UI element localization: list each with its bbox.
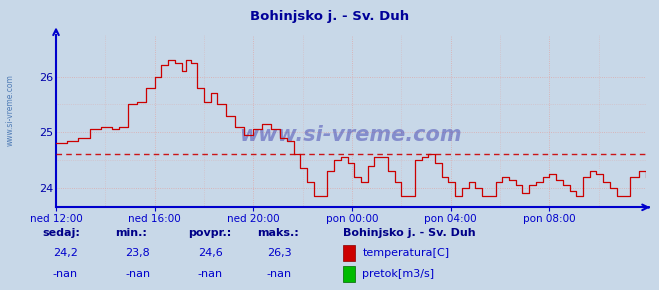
Text: 26,3: 26,3 (267, 248, 291, 258)
Text: -nan: -nan (267, 269, 292, 279)
Text: -nan: -nan (125, 269, 150, 279)
Text: -nan: -nan (53, 269, 78, 279)
Text: sedaj:: sedaj: (43, 229, 80, 238)
Text: www.si-vreme.com: www.si-vreme.com (240, 125, 462, 145)
Text: -nan: -nan (198, 269, 223, 279)
Text: 24,6: 24,6 (198, 248, 223, 258)
Text: www.si-vreme.com: www.si-vreme.com (5, 74, 14, 146)
Text: temperatura[C]: temperatura[C] (362, 248, 449, 258)
Text: pretok[m3/s]: pretok[m3/s] (362, 269, 434, 279)
Text: maks.:: maks.: (257, 229, 299, 238)
Text: povpr.:: povpr.: (188, 229, 231, 238)
Text: min.:: min.: (115, 229, 147, 238)
Text: Bohinjsko j. - Sv. Duh: Bohinjsko j. - Sv. Duh (250, 10, 409, 23)
Text: Bohinjsko j. - Sv. Duh: Bohinjsko j. - Sv. Duh (343, 229, 475, 238)
Text: 24,2: 24,2 (53, 248, 78, 258)
Text: 23,8: 23,8 (125, 248, 150, 258)
